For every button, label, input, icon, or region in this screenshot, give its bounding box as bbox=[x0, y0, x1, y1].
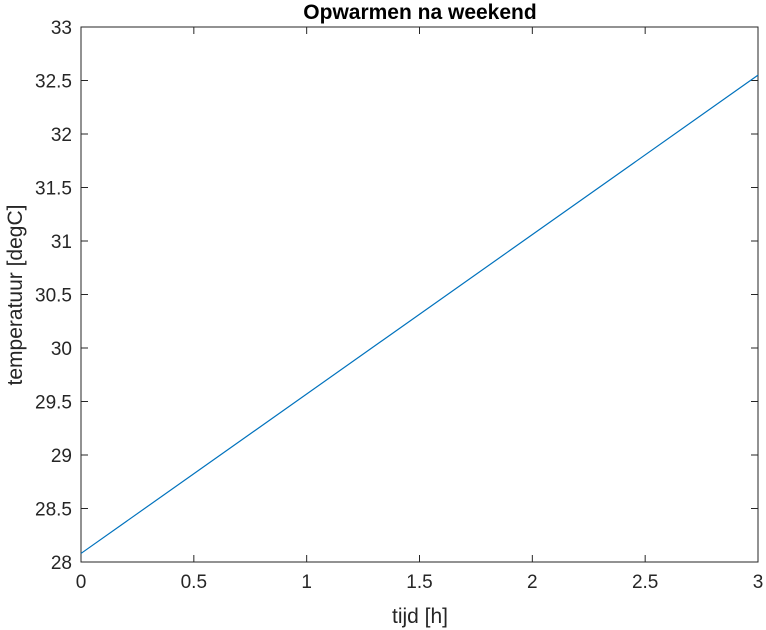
x-tick-label: 3 bbox=[753, 572, 764, 593]
series-group bbox=[80, 74, 759, 554]
y-tick-label: 33 bbox=[51, 18, 72, 39]
y-tick-label: 32.5 bbox=[35, 72, 72, 93]
x-tick-label: 2 bbox=[527, 572, 538, 593]
y-axis: 28 28.5 29 29.5 30 30.5 31 31.5 32 32.5 33 bbox=[35, 18, 758, 574]
y-tick-label: 31.5 bbox=[35, 179, 72, 200]
x-tick-label: 2.5 bbox=[632, 572, 658, 593]
x-tick-label: 0 bbox=[76, 572, 87, 593]
x-tick-label: 1.5 bbox=[406, 572, 432, 593]
y-axis-label: temperatuur [degC] bbox=[4, 205, 27, 386]
y-tick-label: 32 bbox=[51, 125, 72, 146]
x-axis: 0 0.5 1 1.5 2 2.5 3 bbox=[76, 27, 764, 593]
y-tick-label: 28.5 bbox=[35, 500, 72, 521]
y-tick-label: 31 bbox=[51, 232, 72, 253]
series-line bbox=[80, 74, 759, 554]
y-tick-label: 29.5 bbox=[35, 393, 72, 414]
y-tick-label: 30.5 bbox=[35, 286, 72, 307]
chart-title: Opwarmen na weekend bbox=[303, 1, 536, 24]
x-axis-label: tijd [h] bbox=[392, 605, 448, 628]
x-tick-label: 0.5 bbox=[181, 572, 207, 593]
plot-area bbox=[80, 26, 759, 563]
y-tick-label: 28 bbox=[51, 553, 72, 574]
y-tick-label: 30 bbox=[51, 339, 72, 360]
x-tick-label: 1 bbox=[301, 572, 312, 593]
y-tick-label: 29 bbox=[51, 446, 72, 467]
